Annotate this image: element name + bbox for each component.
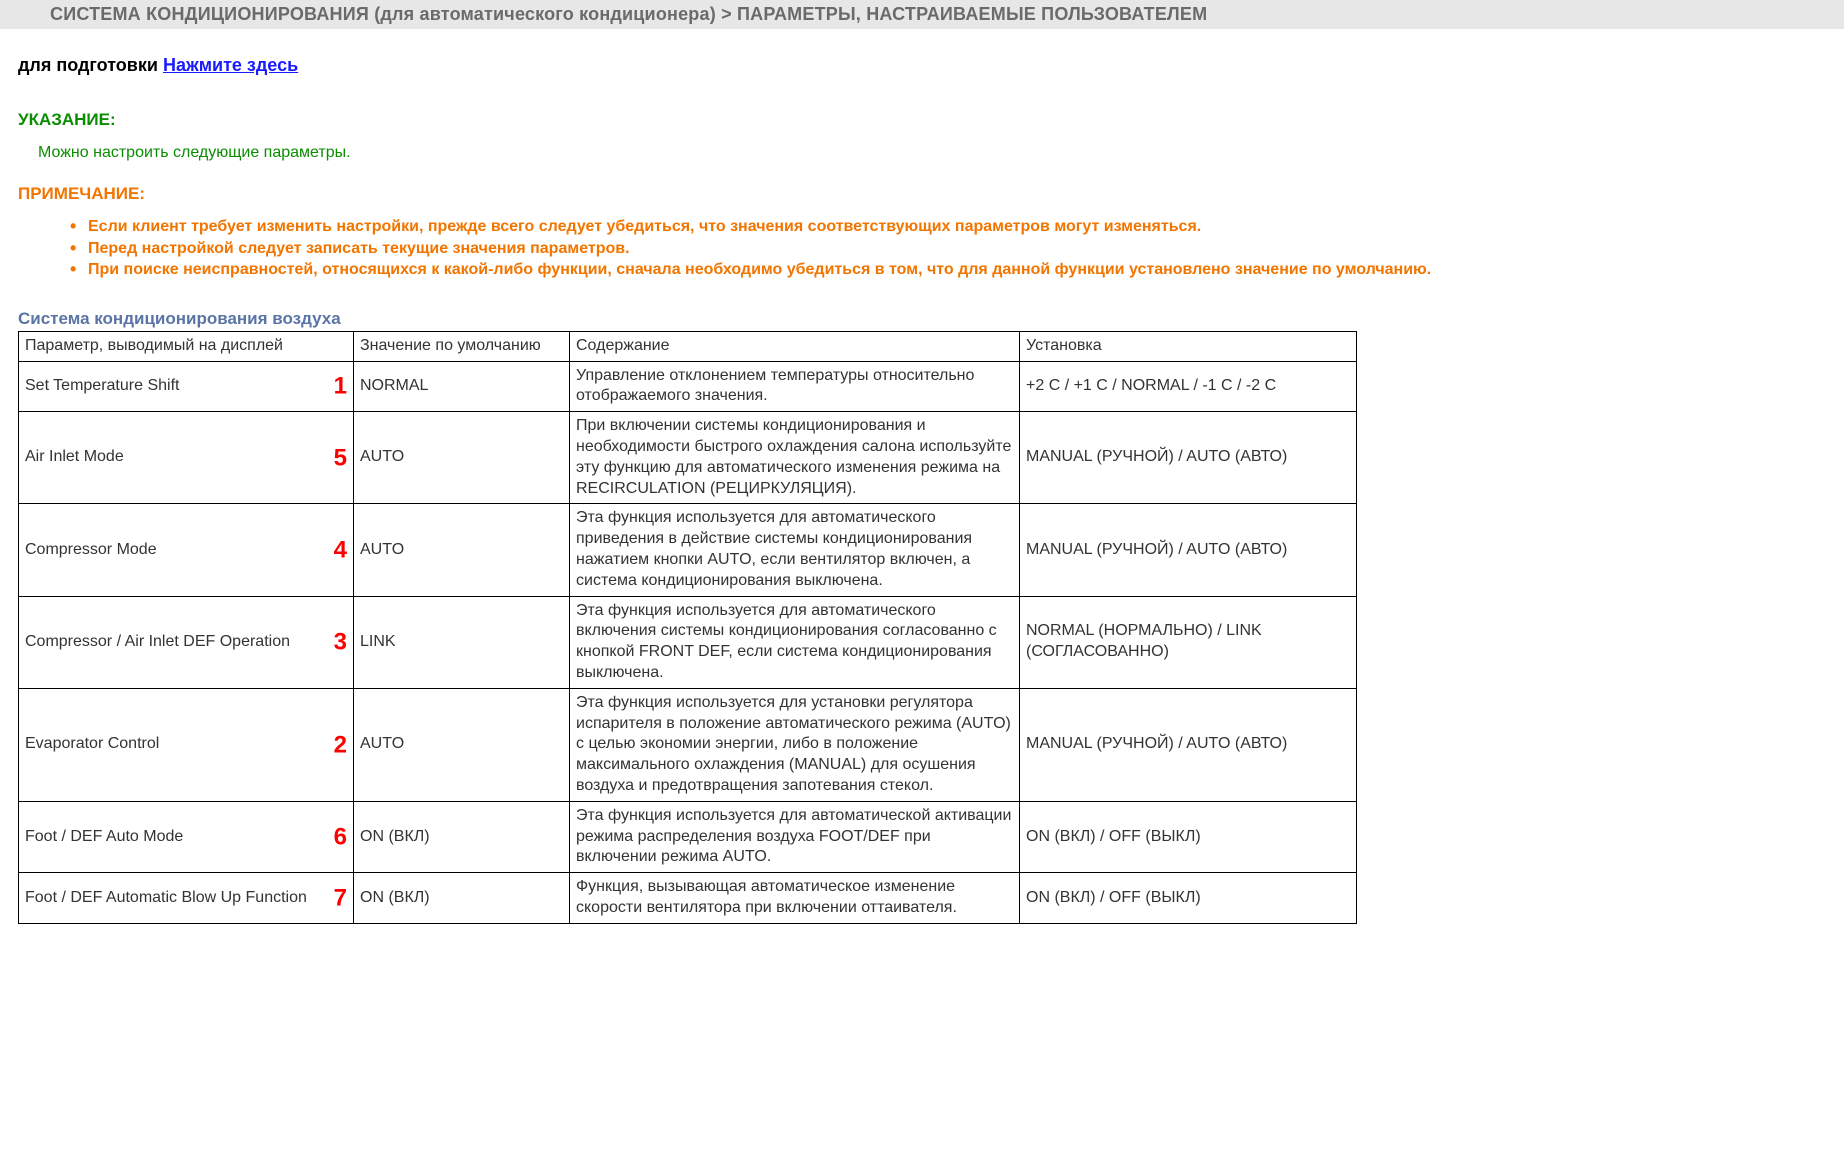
cell-setting: MANUAL (РУЧНОЙ) / AUTO (АВТО) [1020, 412, 1357, 504]
cell-content: При включении системы кондиционирования … [570, 412, 1020, 504]
note-item: При поиске неисправностей, относящихся к… [70, 259, 1834, 281]
preparation-prefix: для подготовки [18, 55, 163, 75]
cell-default: NORMAL [354, 361, 570, 412]
cell-setting: ON (ВКЛ) / OFF (ВЫКЛ) [1020, 873, 1357, 924]
cell-content: Эта функция используется для автоматичес… [570, 504, 1020, 596]
cell-setting: MANUAL (РУЧНОЙ) / AUTO (АВТО) [1020, 688, 1357, 801]
cell-default: AUTO [354, 504, 570, 596]
hint-text: Можно настроить следующие параметры. [38, 144, 1834, 162]
cell-default: ON (ВКЛ) [354, 801, 570, 872]
table-row: Compressor / Air Inlet DEF Operation 3 L… [19, 596, 1357, 688]
table-row: Foot / DEF Auto Mode 6 ON (ВКЛ) Эта функ… [19, 801, 1357, 872]
cell-default: AUTO [354, 412, 570, 504]
note-list: Если клиент требует изменить настройки, … [70, 216, 1834, 281]
parameters-table: Параметр, выводимый на дисплей Значение … [18, 331, 1357, 924]
preparation-link[interactable]: Нажмите здесь [163, 55, 298, 75]
cell-param: Compressor / Air Inlet DEF Operation 3 [19, 596, 354, 688]
cell-param: Evaporator Control 2 [19, 688, 354, 801]
col-header-param: Параметр, выводимый на дисплей [19, 331, 354, 361]
col-header-content: Содержание [570, 331, 1020, 361]
cell-param: Set Temperature Shift 1 [19, 361, 354, 412]
cell-default: ON (ВКЛ) [354, 873, 570, 924]
cell-default: LINK [354, 596, 570, 688]
row-badge: 3 [334, 627, 347, 658]
cell-param: Air Inlet Mode 5 [19, 412, 354, 504]
param-name: Foot / DEF Auto Mode [25, 828, 183, 845]
cell-content: Управление отклонением температуры относ… [570, 361, 1020, 412]
note-item: Если клиент требует изменить настройки, … [70, 216, 1834, 238]
hint-heading: УКАЗАНИЕ: [18, 110, 1834, 130]
row-badge: 7 [334, 882, 347, 913]
param-name: Compressor / Air Inlet DEF Operation [25, 633, 290, 650]
cell-param: Foot / DEF Auto Mode 6 [19, 801, 354, 872]
row-badge: 2 [334, 729, 347, 760]
cell-param: Compressor Mode 4 [19, 504, 354, 596]
cell-setting: NORMAL (НОРМАЛЬНО) / LINK (СОГЛАСОВАННО) [1020, 596, 1357, 688]
table-row: Set Temperature Shift 1 NORMAL Управлени… [19, 361, 1357, 412]
param-name: Evaporator Control [25, 735, 159, 752]
col-header-setting: Установка [1020, 331, 1357, 361]
table-row: Compressor Mode 4 AUTO Эта функция испол… [19, 504, 1357, 596]
row-badge: 4 [334, 534, 347, 565]
cell-setting: MANUAL (РУЧНОЙ) / AUTO (АВТО) [1020, 504, 1357, 596]
table-row: Air Inlet Mode 5 AUTO При включении сист… [19, 412, 1357, 504]
table-row: Evaporator Control 2 AUTO Эта функция ис… [19, 688, 1357, 801]
cell-default: AUTO [354, 688, 570, 801]
param-name: Foot / DEF Automatic Blow Up Function [25, 889, 307, 906]
param-name: Compressor Mode [25, 541, 157, 558]
row-badge: 1 [334, 371, 347, 402]
note-heading: ПРИМЕЧАНИЕ: [18, 184, 1834, 204]
row-badge: 6 [334, 821, 347, 852]
cell-content: Эта функция используется для автоматичес… [570, 801, 1020, 872]
cell-content: Функция, вызывающая автоматическое измен… [570, 873, 1020, 924]
cell-setting: +2 C / +1 C / NORMAL / -1 C / -2 C [1020, 361, 1357, 412]
table-row: Foot / DEF Automatic Blow Up Function 7 … [19, 873, 1357, 924]
breadcrumb: СИСТЕМА КОНДИЦИОНИРОВАНИЯ (для автоматич… [0, 0, 1844, 29]
param-name: Set Temperature Shift [25, 377, 179, 394]
page-content: для подготовки Нажмите здесь УКАЗАНИЕ: М… [0, 29, 1844, 934]
table-caption: Система кондиционирования воздуха [18, 309, 1834, 329]
param-name: Air Inlet Mode [25, 448, 124, 465]
col-header-default: Значение по умолчанию [354, 331, 570, 361]
cell-setting: ON (ВКЛ) / OFF (ВЫКЛ) [1020, 801, 1357, 872]
preparation-line: для подготовки Нажмите здесь [18, 55, 1834, 76]
note-item: Перед настройкой следует записать текущи… [70, 238, 1834, 260]
cell-content: Эта функция используется для автоматичес… [570, 596, 1020, 688]
row-badge: 5 [334, 442, 347, 473]
table-header-row: Параметр, выводимый на дисплей Значение … [19, 331, 1357, 361]
cell-content: Эта функция используется для установки р… [570, 688, 1020, 801]
cell-param: Foot / DEF Automatic Blow Up Function 7 [19, 873, 354, 924]
